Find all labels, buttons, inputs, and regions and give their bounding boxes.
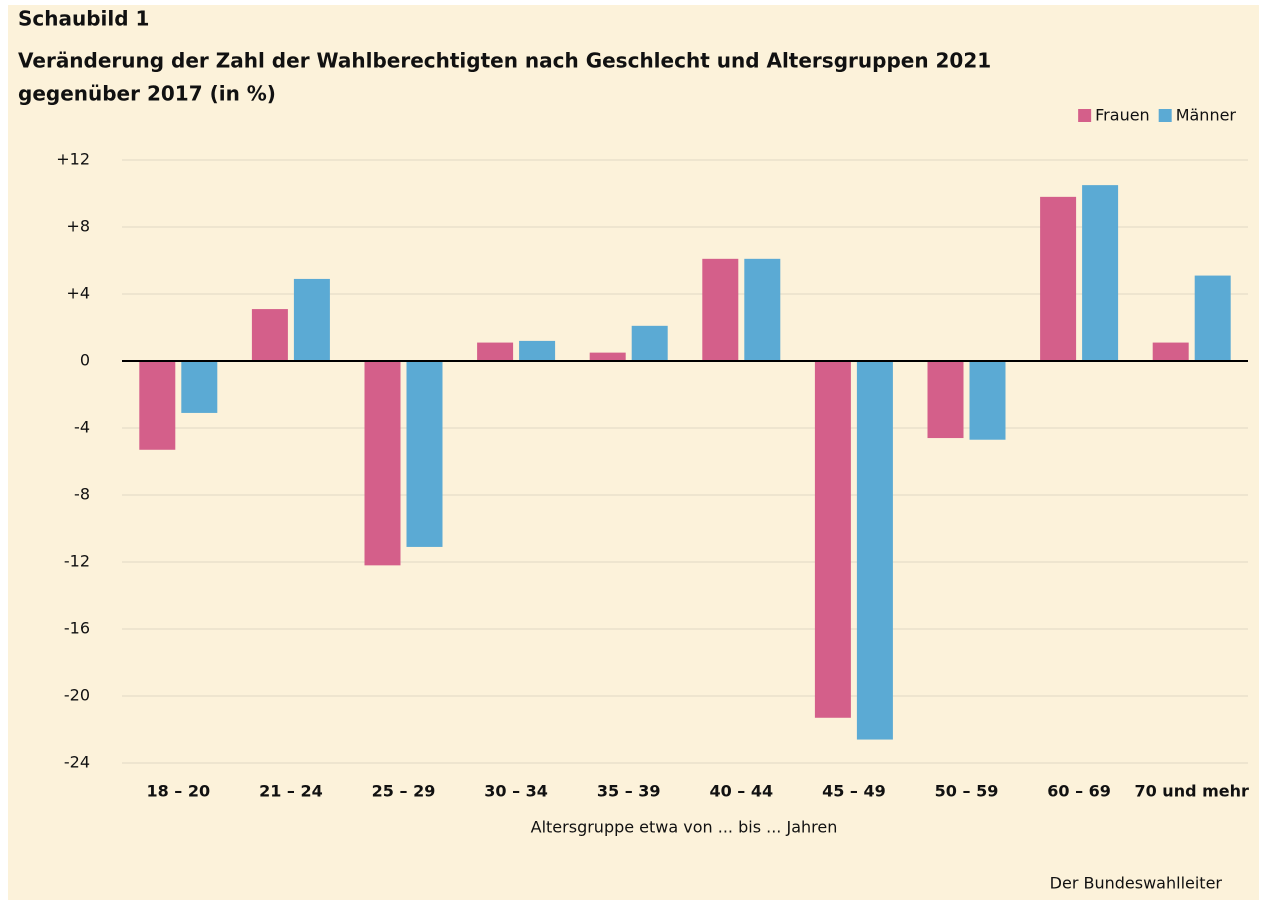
x-tick-label: 30 – 34 (484, 782, 548, 801)
y-tick-label: -8 (74, 485, 90, 504)
y-tick-label: -24 (64, 753, 90, 772)
bar (1040, 196, 1077, 361)
bar (1194, 275, 1231, 361)
bar (251, 309, 288, 361)
x-tick-label: 35 – 39 (597, 782, 661, 801)
legend-label: Frauen (1095, 106, 1150, 125)
x-tick-label: 45 – 49 (822, 782, 886, 801)
bar (1082, 185, 1119, 361)
legend-swatch (1158, 109, 1172, 122)
bar (744, 258, 781, 361)
bar (364, 361, 401, 566)
bar (293, 278, 330, 361)
x-tick-label: 60 – 69 (1047, 782, 1111, 801)
chart-title: Veränderung der Zahl der Wahlberechtigte… (18, 49, 991, 73)
bar (814, 361, 851, 718)
y-tick-label: -20 (64, 686, 90, 705)
bar (969, 361, 1006, 440)
bar (589, 352, 626, 361)
x-tick-label: 40 – 44 (709, 782, 773, 801)
y-tick-label: 0 (80, 351, 90, 370)
x-tick-label: 25 – 29 (372, 782, 436, 801)
legend-swatch (1078, 109, 1092, 122)
bar (139, 361, 176, 450)
x-tick-label: 50 – 59 (935, 782, 999, 801)
bar (927, 361, 964, 439)
bar (406, 361, 443, 547)
y-tick-label: -4 (74, 418, 90, 437)
bar (702, 258, 739, 361)
x-tick-label: 70 und mehr (1134, 782, 1249, 801)
y-tick-label: -16 (64, 619, 90, 638)
background (8, 5, 1259, 900)
source: Der Bundeswahlleiter (1050, 874, 1223, 893)
bar (856, 361, 893, 740)
chart-title: gegenüber 2017 (in %) (18, 82, 276, 106)
bar (477, 342, 514, 361)
bar (181, 361, 218, 413)
x-tick-label: 21 – 24 (259, 782, 323, 801)
chart-supertitle: Schaubild 1 (18, 7, 149, 31)
y-tick-label: +4 (66, 284, 90, 303)
y-tick-label: -12 (64, 552, 90, 571)
bar (631, 325, 668, 361)
bar (1152, 342, 1189, 361)
y-tick-label: +12 (56, 150, 90, 169)
y-tick-label: +8 (66, 217, 90, 236)
x-tick-label: 18 – 20 (146, 782, 210, 801)
x-axis-label: Altersgruppe etwa von ... bis ... Jahren (531, 818, 838, 837)
legend-label: Männer (1176, 106, 1237, 125)
bar (519, 340, 556, 361)
